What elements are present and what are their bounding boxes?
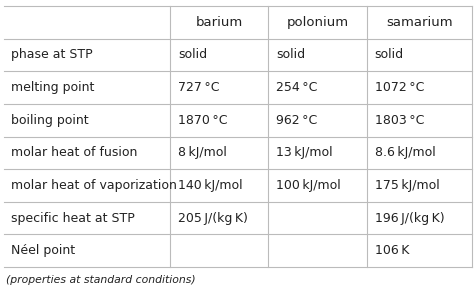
Text: 13 kJ/mol: 13 kJ/mol: [277, 146, 333, 159]
Text: barium: barium: [196, 16, 243, 29]
Text: specific heat at STP: specific heat at STP: [11, 212, 135, 224]
Text: 8.6 kJ/mol: 8.6 kJ/mol: [375, 146, 436, 159]
Text: 727 °C: 727 °C: [178, 81, 219, 94]
Text: solid: solid: [178, 48, 207, 62]
Text: melting point: melting point: [11, 81, 94, 94]
Text: 106 K: 106 K: [375, 244, 409, 257]
Text: 8 kJ/mol: 8 kJ/mol: [178, 146, 227, 159]
Text: 100 kJ/mol: 100 kJ/mol: [277, 179, 341, 192]
Text: 1072 °C: 1072 °C: [375, 81, 424, 94]
Text: solid: solid: [277, 48, 306, 62]
Text: solid: solid: [375, 48, 404, 62]
Text: phase at STP: phase at STP: [11, 48, 93, 62]
Text: 1870 °C: 1870 °C: [178, 114, 228, 127]
Text: boiling point: boiling point: [11, 114, 89, 127]
Text: Néel point: Néel point: [11, 244, 75, 257]
Text: molar heat of vaporization: molar heat of vaporization: [11, 179, 177, 192]
Text: 962 °C: 962 °C: [277, 114, 317, 127]
Text: samarium: samarium: [386, 16, 453, 29]
Text: 140 kJ/mol: 140 kJ/mol: [178, 179, 243, 192]
Text: 1803 °C: 1803 °C: [375, 114, 424, 127]
Text: 205 J/(kg K): 205 J/(kg K): [178, 212, 248, 224]
Text: 175 kJ/mol: 175 kJ/mol: [375, 179, 439, 192]
Text: polonium: polonium: [287, 16, 348, 29]
Text: molar heat of fusion: molar heat of fusion: [11, 146, 138, 159]
Text: 254 °C: 254 °C: [277, 81, 318, 94]
Text: 196 J/(kg K): 196 J/(kg K): [375, 212, 444, 224]
Text: (properties at standard conditions): (properties at standard conditions): [6, 275, 196, 285]
